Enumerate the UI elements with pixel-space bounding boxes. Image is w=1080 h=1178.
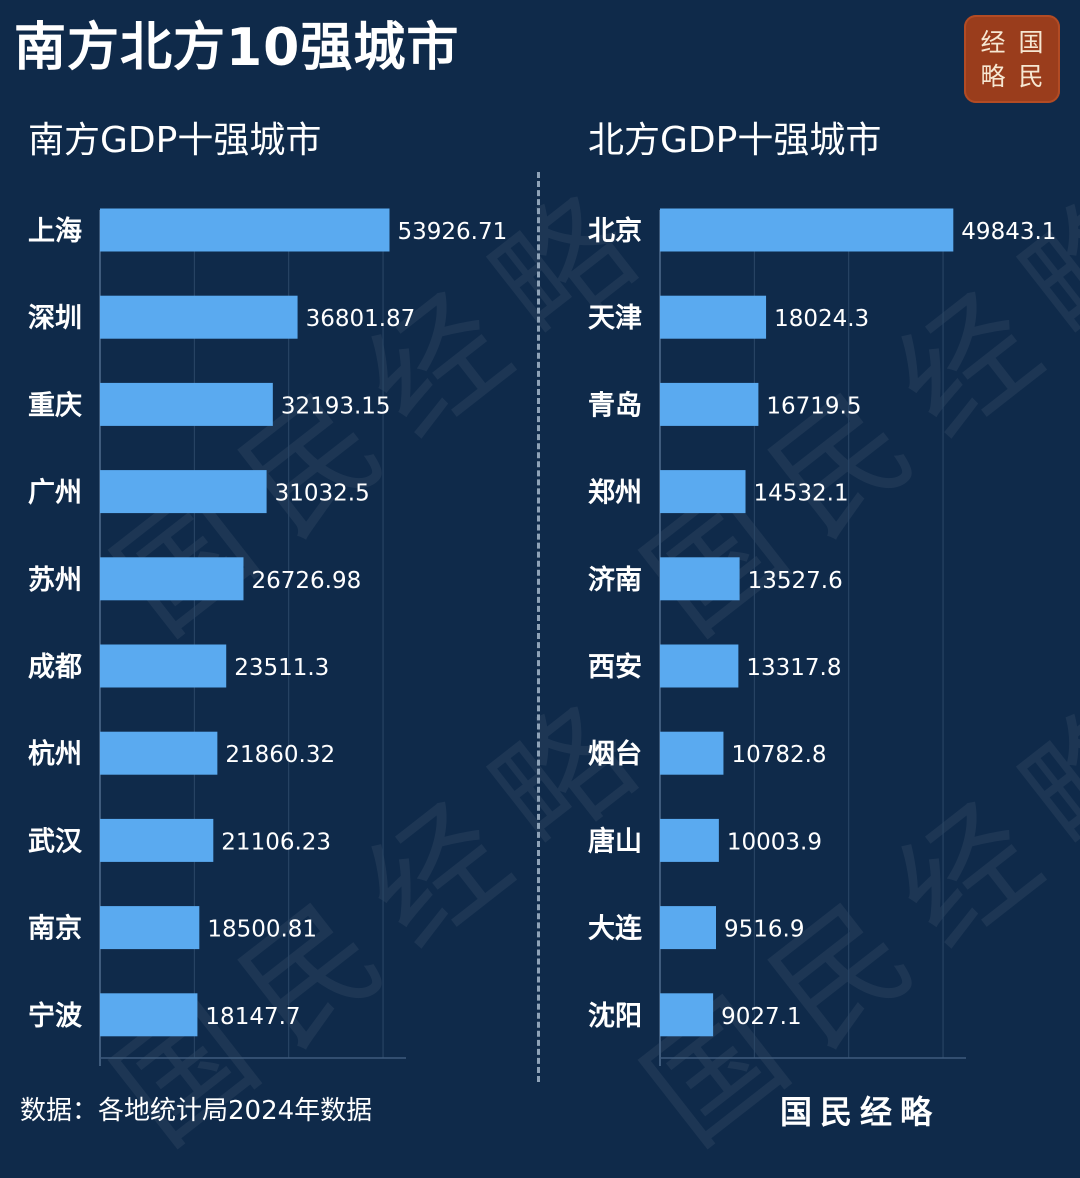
bar	[660, 993, 714, 1037]
data-label: 31032.5	[275, 481, 370, 507]
category-label: 深圳	[28, 303, 82, 334]
category-label: 宁波	[28, 1000, 83, 1032]
south-bar-chart: 上海 53926.71 深圳 36801.87 重庆 32193.15 广州 31032.5 苏…	[28, 208, 508, 1066]
south-chart-title: 南方GDP十强城市	[28, 120, 322, 161]
data-label: 21106.23	[221, 829, 331, 855]
bar	[100, 295, 298, 339]
data-label: 26726.98	[251, 568, 361, 594]
seal-char: 略	[980, 61, 1006, 91]
bar	[100, 557, 244, 601]
category-label: 烟台	[588, 738, 642, 770]
data-source-note: 数据：各地统计局2024年数据	[20, 1096, 373, 1126]
category-label: 唐山	[588, 825, 642, 857]
panel-divider	[537, 172, 540, 1082]
bar	[660, 557, 740, 601]
data-label: 9027.1	[721, 1004, 801, 1030]
data-label: 13527.6	[748, 568, 843, 594]
category-label: 沈阳	[588, 1001, 642, 1032]
bar	[100, 382, 273, 426]
data-label: 16719.5	[766, 393, 861, 419]
bar	[100, 208, 390, 252]
category-label: 郑州	[588, 478, 642, 509]
data-label: 32193.15	[281, 393, 391, 419]
data-label: 18147.7	[205, 1004, 300, 1030]
bar	[660, 382, 759, 426]
category-label: 成都	[28, 652, 82, 683]
category-label: 青岛	[588, 389, 642, 421]
bar	[100, 731, 218, 775]
category-label: 武汉	[28, 826, 83, 857]
category-label: 杭州	[28, 738, 82, 770]
seal-char: 民	[1018, 61, 1044, 91]
category-label: 天津	[588, 303, 642, 334]
bar	[660, 295, 767, 339]
bar	[660, 731, 724, 775]
category-label: 西安	[588, 652, 642, 683]
page-title: 南方北方10强城市	[14, 18, 460, 78]
bar	[660, 644, 739, 688]
bar	[100, 818, 214, 862]
data-label: 14532.1	[754, 481, 849, 507]
seal-char: 国	[1018, 27, 1044, 57]
category-label: 重庆	[28, 389, 82, 421]
data-label: 23511.3	[234, 655, 329, 681]
category-label: 南京	[28, 913, 82, 945]
data-label: 49843.1	[961, 219, 1056, 245]
category-label: 北京	[588, 215, 642, 247]
data-label: 53926.71	[398, 219, 508, 245]
bar	[100, 470, 267, 514]
north-chart-title: 北方GDP十强城市	[588, 120, 882, 161]
category-label: 广州	[28, 478, 82, 509]
category-label: 大连	[588, 913, 643, 945]
category-label: 苏州	[28, 565, 82, 596]
data-label: 10782.8	[731, 742, 826, 768]
bar	[660, 208, 954, 252]
bar	[100, 906, 200, 950]
bar	[660, 470, 746, 514]
bar	[660, 818, 719, 862]
data-label: 13317.8	[746, 655, 841, 681]
bar	[100, 993, 198, 1037]
data-label: 18024.3	[774, 306, 869, 332]
north-bar-chart: 北京 49843.1 天津 18024.3 青岛 16719.5 郑州 14532.1 济南 13…	[588, 208, 1056, 1066]
bar	[100, 644, 227, 688]
data-label: 21860.32	[225, 742, 335, 768]
seal-char: 经	[980, 27, 1006, 57]
footer-brand: 国民经略	[780, 1093, 941, 1131]
category-label: 济南	[588, 565, 642, 596]
data-label: 36801.87	[306, 306, 416, 332]
brand-seal: 经 国 略 民	[964, 15, 1060, 103]
category-label: 上海	[28, 216, 82, 247]
bar	[660, 906, 717, 950]
data-label: 10003.9	[727, 829, 822, 855]
data-label: 9516.9	[724, 917, 804, 943]
data-label: 18500.81	[207, 917, 317, 943]
